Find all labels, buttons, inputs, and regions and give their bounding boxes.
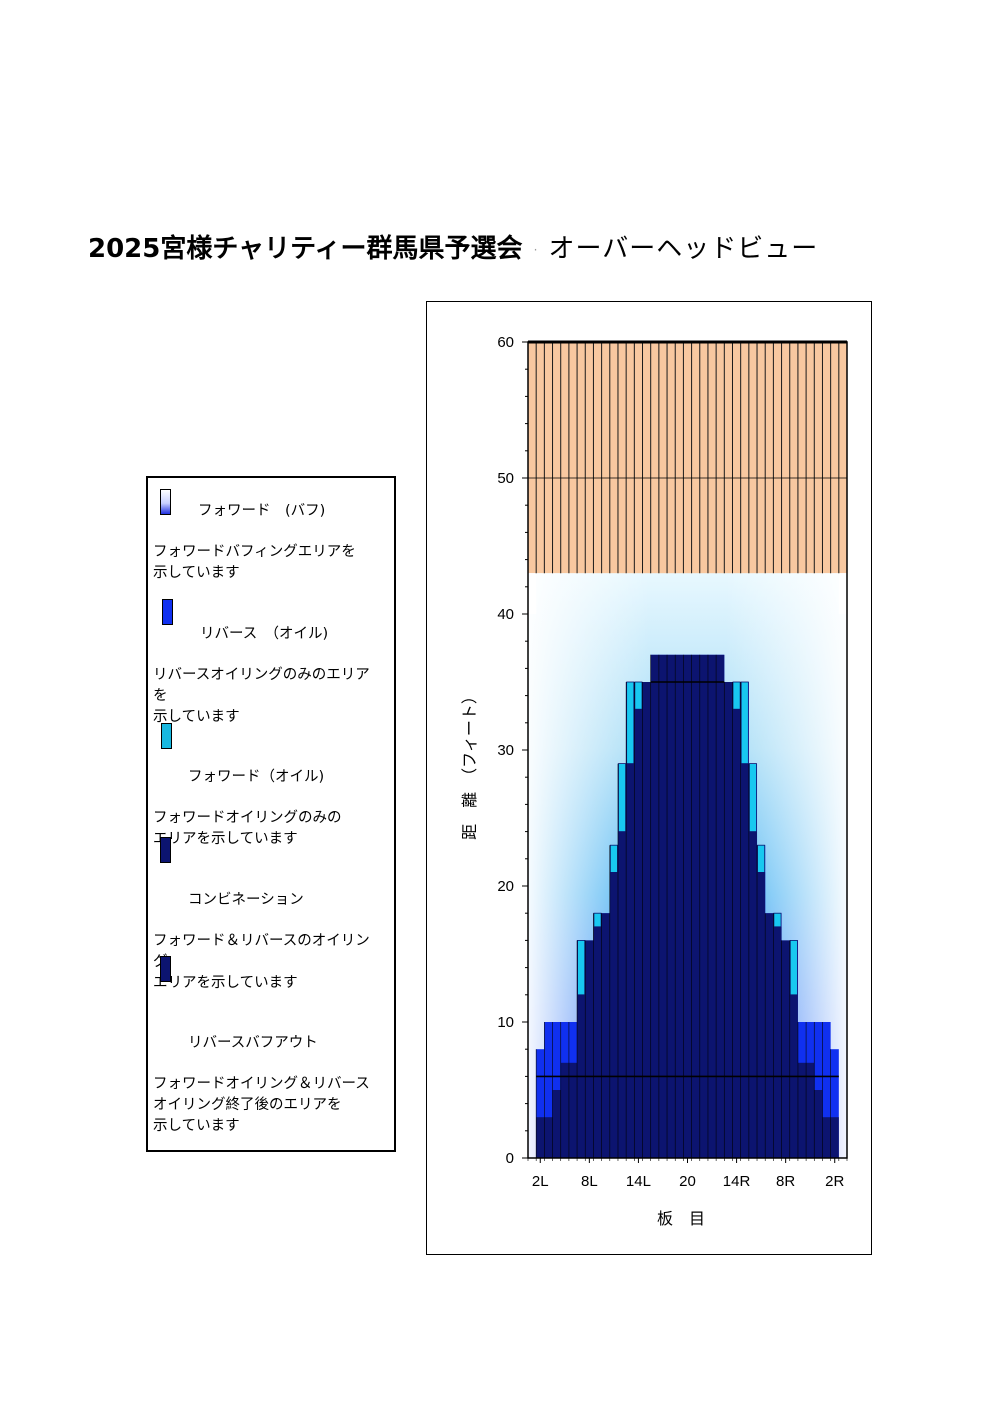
combination-cell <box>740 763 749 1158</box>
x-axis-title: 板 目 <box>657 1209 705 1228</box>
reverse-oil-cell <box>830 1049 839 1158</box>
x-tick-label: 8L <box>581 1173 598 1190</box>
page-title: 2025宮様チャリティー群馬県予選会 · オーバーヘッドビュー <box>88 228 818 265</box>
chart-frame: 0 10 20 30 40 50 60 2L 8L 14L 20 14R 8R 2R 板 目 距 離 （フ… <box>426 301 872 1255</box>
y-tick-label: 40 <box>497 606 514 623</box>
legend-title-forward-oil: フォワード（オイル) <box>188 769 325 785</box>
legend-desc-forward-oil: フォワードオイリングのみの エリアを示しています <box>153 810 342 847</box>
forward-oil-cell <box>732 681 741 710</box>
combination-cell <box>732 709 741 1158</box>
title-separator: · <box>533 242 538 257</box>
combination-cell <box>830 1117 839 1158</box>
lane-chart: 0 10 20 30 40 50 60 2L 8L 14L 20 14R 8R 2R 板 目 距 離 （フ… <box>460 334 848 1228</box>
legend-desc-combination: フォワード＆リバースのオイリン グ エリアを示しています <box>153 933 370 991</box>
gutter-right-fade <box>838 573 847 614</box>
combination-cell <box>757 872 766 1158</box>
forward-oil-cell <box>773 912 782 928</box>
combination-cell <box>626 763 635 1158</box>
legend-swatch-forward-oil <box>161 723 172 749</box>
combination-cell <box>716 654 725 1158</box>
reverse-oil-cell <box>536 1049 545 1158</box>
legend-title-combination: コンビネーション <box>188 892 304 908</box>
y-axis-title: 距 離 （フィート） <box>460 688 479 840</box>
legend-title-reverse-oil: リバース （オイル) <box>200 626 329 642</box>
y-tick-label: 60 <box>497 334 514 351</box>
x-tick-label: 14L <box>626 1173 651 1190</box>
combination-cell <box>806 1062 815 1158</box>
combination-cell <box>683 654 692 1158</box>
combination-cell <box>658 654 668 1158</box>
combination-cell <box>699 654 708 1158</box>
combination-cell <box>707 654 717 1158</box>
forward-oil-cell <box>748 763 757 833</box>
combination-cell <box>814 1090 823 1158</box>
combination-cell <box>675 654 684 1158</box>
combination-cell <box>724 682 733 1158</box>
combination-cell <box>552 1090 561 1158</box>
combination-cell <box>691 654 700 1158</box>
legend-swatch-reverse-oil <box>162 599 173 625</box>
gutter-left-fade <box>528 573 537 614</box>
combination-cell <box>585 940 594 1158</box>
combination-cell <box>609 872 618 1158</box>
legend-title-reverse-buff-out: リバースバフアウト <box>188 1035 318 1051</box>
combination-cell <box>773 926 782 1158</box>
forward-oil-cell <box>577 940 586 996</box>
legend-desc-forward-buff: フォワードバフィングエリアを 示しています <box>153 544 356 581</box>
legend-desc-reverse-oil: リバースオイリングのみのエリア を 示しています <box>153 667 370 725</box>
legend-title-forward-buff: フォワード (バフ) <box>198 503 326 519</box>
combination-cell <box>634 709 643 1158</box>
combination-cell <box>822 1117 831 1158</box>
forward-oil-cell <box>757 844 766 873</box>
forward-oil-cell <box>789 940 798 996</box>
combination-cell <box>797 1062 807 1158</box>
legend-swatch-reverse-buff-out <box>160 956 171 982</box>
x-tick-label: 8R <box>776 1173 795 1190</box>
legend-box: フォワード (バフ) フォワードバフィングエリアを 示しています リバース （オ… <box>146 476 396 1152</box>
combination-cell <box>568 1062 578 1158</box>
combination-cell <box>667 654 676 1158</box>
combination-cell <box>781 940 790 1158</box>
y-tick-label: 50 <box>497 470 514 487</box>
legend-swatch-combination <box>160 837 171 863</box>
combination-cell <box>593 926 602 1158</box>
x-tick-label: 14R <box>723 1173 751 1190</box>
title-view: オーバーヘッドビュー <box>548 234 819 264</box>
forward-oil-cell <box>618 763 627 833</box>
forward-oil-cell <box>634 681 643 710</box>
legend-desc-reverse-buff-out: フォワードオイリング＆リバース オイリング終了後のエリアを 示しています <box>153 1076 370 1134</box>
combination-cell <box>650 654 659 1158</box>
combination-cell <box>544 1117 553 1158</box>
legend-swatch-forward-buff <box>160 489 171 515</box>
y-tick-label: 0 <box>506 1150 514 1167</box>
combination-cell <box>765 913 774 1158</box>
combination-cell <box>748 831 758 1158</box>
combination-cell <box>560 1062 569 1158</box>
forward-oil-cell <box>626 681 635 764</box>
reverse-oil-cell <box>544 1022 553 1158</box>
x-tick-label: 20 <box>679 1173 696 1190</box>
combination-cell <box>617 831 627 1158</box>
x-tick-label: 2L <box>532 1173 549 1190</box>
x-tick-label: 2R <box>825 1173 844 1190</box>
y-tick-label: 20 <box>497 878 514 895</box>
forward-oil-cell <box>593 912 602 928</box>
y-tick-label: 30 <box>497 742 514 759</box>
forward-oil-cell <box>609 844 618 873</box>
y-tick-label: 10 <box>497 1014 514 1031</box>
combination-cell <box>536 1117 545 1158</box>
combination-cell <box>601 913 610 1158</box>
reverse-oil-cell <box>822 1022 831 1158</box>
combination-cell <box>642 682 651 1158</box>
title-event: 2025宮様チャリティー群馬県予選会 <box>88 234 523 264</box>
forward-oil-cell <box>740 681 749 764</box>
